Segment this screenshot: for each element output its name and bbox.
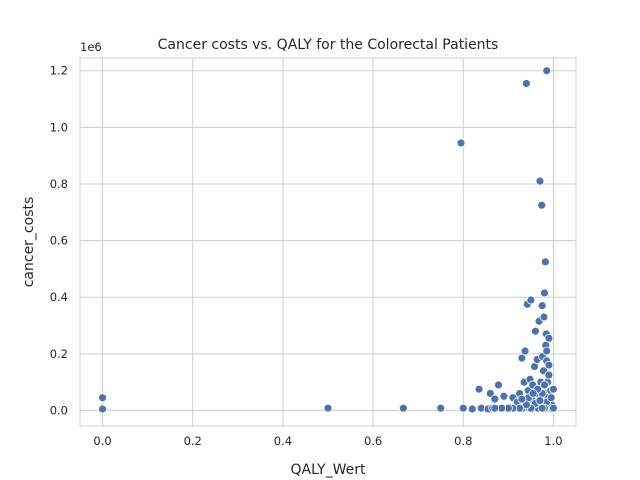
chart-title: Cancer costs vs. QALY for the Colorectal… [158, 37, 499, 53]
y-offset-label: 1e6 [80, 40, 102, 54]
x-tick-label: 0.2 [184, 434, 202, 448]
y-axis-label: cancer_costs [21, 197, 37, 288]
data-point [531, 326, 540, 336]
data-point [549, 403, 558, 413]
data-point [474, 384, 484, 394]
data-point [546, 393, 556, 403]
data-point [517, 394, 527, 404]
data-point [535, 176, 545, 186]
data-point [522, 79, 531, 88]
y-tick-label: 1.0 [50, 120, 68, 134]
data-point [98, 393, 107, 403]
x-tick-label: 0.6 [364, 434, 382, 448]
data-point [539, 312, 549, 322]
data-point [540, 257, 550, 267]
data-point [540, 380, 549, 390]
data-point [490, 403, 500, 413]
data-point [456, 138, 466, 148]
y-tick-labels: 0.0 0.2 0.4 0.6 0.8 1.0 1.2 [50, 64, 68, 418]
y-tick-label: 0.4 [50, 290, 68, 304]
y-tick-label: 0.0 [50, 403, 68, 417]
data-point [544, 370, 554, 380]
data-point [485, 389, 495, 398]
data-point [537, 403, 547, 413]
data-point [458, 403, 468, 413]
data-point [544, 333, 554, 343]
y-tick-label: 0.6 [50, 234, 68, 248]
data-point [490, 394, 500, 404]
data-point [535, 396, 545, 405]
data-point [540, 288, 549, 298]
data-point [528, 389, 538, 398]
data-point [323, 403, 333, 413]
data-point [537, 301, 547, 311]
x-tick-labels: 0.0 0.2 0.4 0.6 0.8 1.0 [93, 434, 562, 448]
data-point [544, 360, 554, 370]
data-point [526, 295, 536, 305]
data-point [398, 403, 408, 413]
data-point [520, 346, 530, 356]
x-tick-label: 1.0 [544, 434, 562, 448]
y-tick-label: 0.2 [50, 347, 68, 361]
grid [80, 58, 576, 426]
x-axis-label: QALY_Wert [291, 462, 366, 478]
x-tick-label: 0.8 [454, 434, 472, 448]
x-tick-label: 0.4 [274, 434, 292, 448]
data-points [98, 66, 558, 414]
plot-frame [79, 57, 577, 427]
data-point [537, 200, 547, 210]
data-point [542, 66, 552, 76]
data-point [436, 403, 446, 413]
y-tick-label: 0.8 [50, 177, 68, 191]
data-point [467, 404, 477, 414]
data-point [494, 380, 503, 390]
y-tick-label: 1.2 [50, 64, 68, 78]
data-point [499, 391, 509, 401]
x-tick-label: 0.0 [93, 434, 111, 448]
data-point [98, 404, 107, 414]
data-point [542, 346, 552, 356]
data-point [549, 384, 558, 394]
data-point [517, 353, 527, 363]
